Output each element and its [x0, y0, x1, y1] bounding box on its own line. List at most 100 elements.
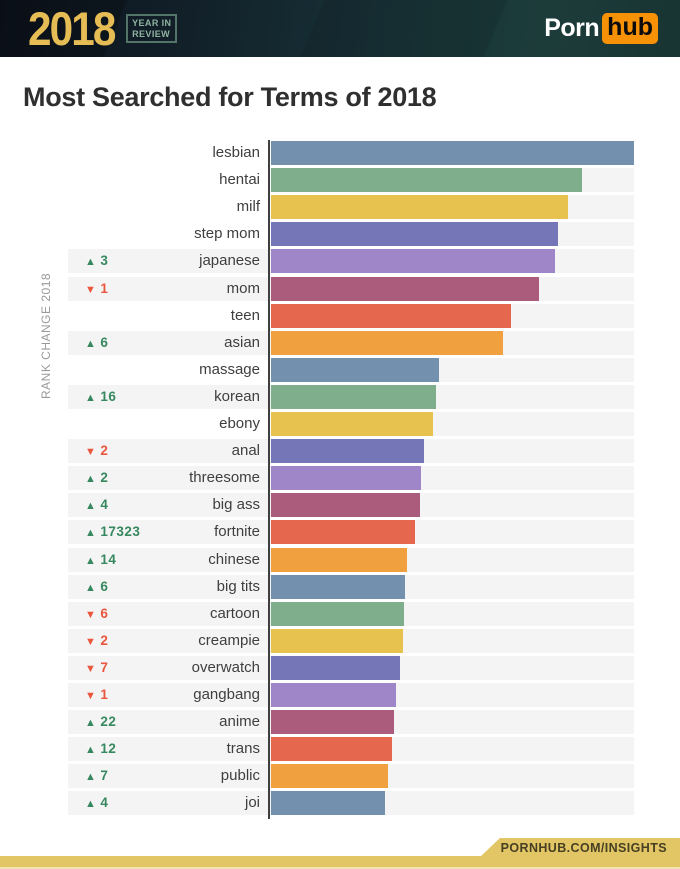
up-triangle-icon: ▲	[85, 473, 97, 486]
bar	[271, 574, 405, 599]
term-label: massage	[199, 360, 260, 378]
bar-row: ▲ 6 big tits	[0, 574, 680, 599]
bar	[271, 439, 424, 464]
bar-row: ▲ 2 threesome	[0, 466, 680, 491]
up-triangle-icon: ▲	[85, 527, 97, 540]
bar	[271, 628, 403, 653]
bar	[271, 710, 394, 735]
rank-change-up: ▲ 2	[85, 470, 109, 486]
bar-row: ▲ 17323 fortnite	[0, 520, 680, 545]
bar-row: ▼ 6 cartoon	[0, 601, 680, 626]
up-triangle-icon: ▲	[85, 798, 97, 811]
bar	[271, 655, 400, 680]
bar-row: teen	[0, 303, 680, 328]
term-label: mom	[226, 279, 260, 297]
bar	[271, 384, 436, 409]
term-label: japanese	[199, 252, 260, 270]
term-label: fortnite	[214, 523, 260, 541]
bar	[271, 466, 421, 491]
footer-gold-band-light	[0, 867, 680, 869]
logo-hub-text: hub	[602, 13, 658, 44]
rank-change-down: ▼ 7	[85, 659, 109, 675]
badge-line-1: YEAR IN	[132, 18, 172, 29]
rank-change-up: ▲ 3	[85, 253, 109, 269]
bar-row: massage	[0, 357, 680, 382]
bar-row: ▲ 12 trans	[0, 737, 680, 762]
up-triangle-icon: ▲	[85, 771, 97, 784]
term-label: milf	[236, 198, 260, 216]
down-triangle-icon: ▼	[85, 608, 97, 621]
term-label: anal	[231, 442, 260, 460]
bar-row: ▲ 6 asian	[0, 330, 680, 355]
down-triangle-icon: ▼	[85, 690, 97, 702]
rank-change-up: ▲ 4	[85, 795, 109, 811]
badge-line-2: REVIEW	[132, 28, 171, 39]
term-label: public	[220, 767, 260, 785]
term-label: threesome	[189, 469, 260, 487]
up-triangle-icon: ▲	[85, 500, 97, 513]
header-bar: 2018 YEAR IN REVIEW Porn hub	[0, 0, 680, 57]
bar-row: ▲ 3 japanese	[0, 249, 680, 274]
rank-change-up: ▲ 22	[85, 714, 117, 730]
term-label: trans	[226, 740, 260, 758]
year-text: 2018	[28, 1, 116, 56]
term-label: creampie	[198, 631, 260, 649]
bar	[271, 303, 511, 328]
bar	[271, 520, 415, 545]
term-label: step mom	[194, 225, 260, 243]
term-label: anime	[219, 713, 260, 731]
bar-row: ▲ 4 big ass	[0, 493, 680, 518]
up-triangle-icon: ▲	[85, 256, 97, 269]
bar-row: lesbian	[0, 141, 680, 165]
bar-row: ▼ 1 mom	[0, 276, 680, 301]
term-label: chinese	[208, 550, 260, 568]
pornhub-logo: Porn hub	[544, 13, 658, 44]
bar	[271, 791, 385, 816]
term-label: hentai	[219, 171, 260, 189]
bar-row: ebony	[0, 412, 680, 436]
bar-row: ▲ 7 public	[0, 764, 680, 789]
bar	[271, 357, 439, 382]
term-label: gangbang	[193, 686, 260, 703]
insights-ribbon: PORNHUB.COM/INSIGHTS	[480, 838, 680, 857]
bar	[271, 276, 539, 301]
bar	[271, 222, 558, 247]
bar	[271, 764, 388, 789]
down-triangle-icon: ▼	[85, 283, 97, 296]
term-label: ebony	[219, 415, 260, 432]
bar-row: ▼ 7 overwatch	[0, 655, 680, 680]
bar	[271, 547, 407, 572]
bar-chart: RANK CHANGE 2018 lesbian hentai milf step m…	[0, 140, 680, 826]
bar-row: ▲ 16 korean	[0, 384, 680, 409]
bar	[271, 493, 420, 518]
bar	[271, 249, 555, 274]
bar	[271, 601, 404, 626]
bar-row: ▲ 14 chinese	[0, 547, 680, 572]
rank-change-down: ▼ 2	[85, 443, 109, 459]
rank-change-up: ▲ 6	[85, 578, 109, 594]
bar-row: step mom	[0, 222, 680, 247]
rank-change-up: ▲ 4	[85, 497, 109, 513]
term-label: korean	[214, 387, 260, 405]
rank-change-up: ▲ 12	[85, 741, 117, 757]
term-label: teen	[230, 306, 260, 324]
rank-change-down: ▼ 2	[85, 632, 109, 648]
rank-change-down: ▼ 1	[85, 687, 109, 702]
term-label: cartoon	[209, 604, 260, 622]
bar-row: ▲ 22 anime	[0, 710, 680, 735]
y-axis-line	[268, 140, 270, 819]
down-triangle-icon: ▼	[85, 635, 97, 648]
up-triangle-icon: ▲	[85, 744, 97, 757]
rank-change-down: ▼ 6	[85, 605, 109, 621]
term-label: joi	[244, 794, 260, 812]
page-title: Most Searched for Terms of 2018	[23, 82, 437, 112]
up-triangle-icon: ▲	[85, 717, 97, 730]
bar-row: ▲ 4 joi	[0, 791, 680, 816]
up-triangle-icon: ▲	[85, 391, 97, 404]
bar	[271, 330, 503, 355]
rank-change-up: ▲ 17323	[85, 524, 141, 540]
bar	[271, 737, 392, 762]
year-in-review-logo: 2018 YEAR IN REVIEW	[28, 1, 178, 56]
rank-change-down: ▼ 1	[85, 280, 109, 296]
